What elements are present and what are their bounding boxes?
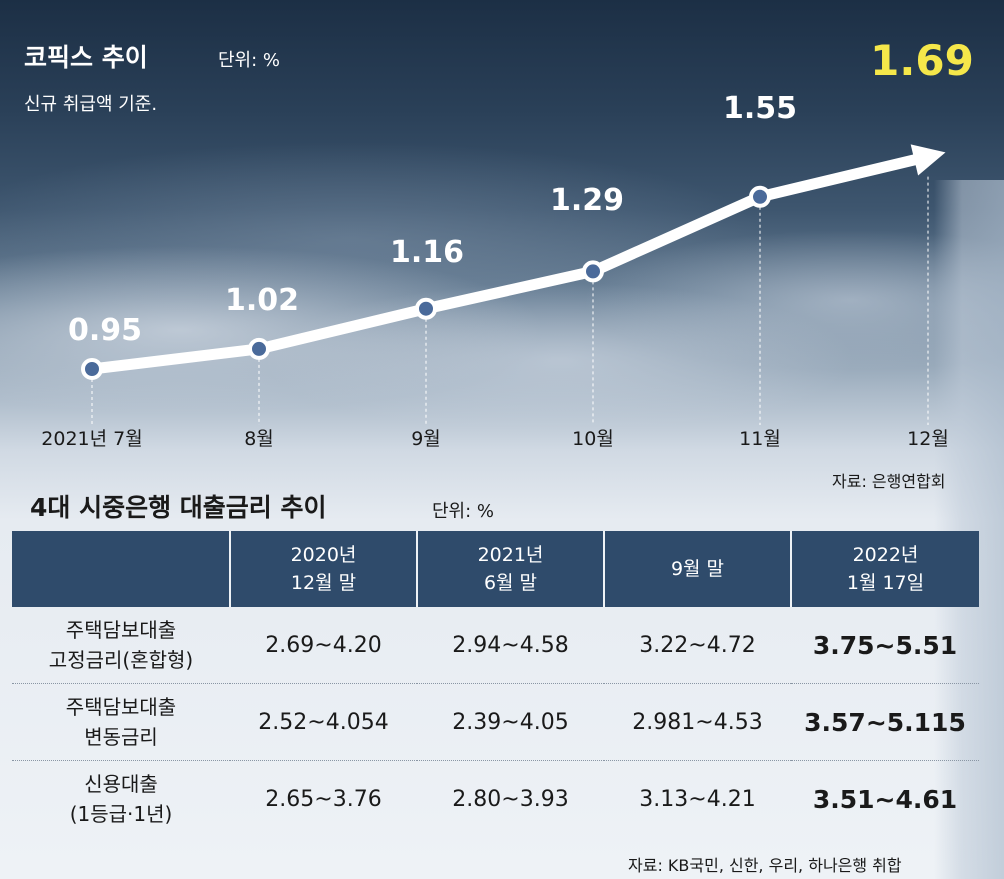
chart-source: 자료: 은행연합회 [832,472,946,491]
chart-unit: 단위: % [218,50,281,71]
header-line2: 12월 말 [290,572,357,594]
table-cell: 2.65~3.76 [265,786,382,812]
row-header: 주택담보대출 변동금리 [12,683,230,761]
x-tick-label: 9월 [411,428,441,450]
header-cell: 2022년 1월 17일 [791,531,979,607]
header-cell: 2020년 12월 말 [230,531,418,607]
kofix-line-chart: 0.95 1.02 1.16 1.29 1.55 1.69 2021년 7월 8월 9월 10월… [41,36,974,450]
row-name-line2: (1등급·1년) [69,802,173,826]
table-cell-latest: 3.51~4.61 [812,784,958,814]
value-label: 0.95 [68,313,142,348]
x-tick-label: 8월 [244,428,274,450]
header-line1: 2020년 [290,544,357,566]
table-unit: 단위: % [432,501,495,522]
data-point [749,185,771,208]
row-name-line1: 신용대출 [84,772,158,796]
row-header: 신용대출 (1등급·1년) [12,761,230,838]
value-label: 1.69 [870,36,974,85]
value-label: 1.55 [723,91,797,126]
x-tick-label: 12월 [907,428,949,450]
data-point [582,260,604,283]
table-row: 주택담보대출 고정금리(혼합형) 2.69~4.20 2.94~4.58 3.2… [12,607,979,684]
table-cell-latest: 3.57~5.115 [791,683,979,761]
row-name-line2: 고정금리(혼합형) [48,648,194,672]
data-point [81,358,103,380]
x-tick-label: 11월 [739,428,781,450]
row-name-line2: 변동금리 [84,725,158,749]
chart-subtitle: 신규 취급액 기준. [24,94,158,115]
table-cell: 3.22~4.72 [604,607,791,684]
loan-rate-table: 2020년 12월 말 2021년 6월 말 9월 말 2022년 1월 17일… [12,531,979,837]
header-line2: 1월 17일 [846,572,925,594]
header-line1: 2021년 [477,544,544,566]
table-row: 주택담보대출 변동금리 2.52~4.054 2.39~4.05 2.981~4… [12,683,979,761]
x-tick-label: 10월 [572,428,614,450]
header-line1: 9월 말 [670,558,725,580]
building-background [934,180,1004,879]
table-cell: 3.13~4.21 [639,786,756,812]
chart-title: 코픽스 추이 [24,43,148,72]
table-row: 신용대출 (1등급·1년) 2.65~3.76 2.80~3.93 3.13~4… [12,761,979,838]
row-header: 주택담보대출 고정금리(혼합형) [12,607,230,684]
header-cell-empty [12,531,231,607]
table-cell: 2.69~4.20 [230,607,417,684]
header-cell: 2021년 6월 말 [417,531,605,607]
series-line [86,154,920,375]
table-source: 자료: KB국민, 신한, 우리, 하나은행 취합 [628,856,902,875]
row-name-line1: 주택담보대출 [65,695,177,719]
value-label: 1.29 [550,183,624,218]
table-cell: 2.981~4.53 [604,683,791,761]
value-label: 1.02 [225,283,299,318]
table-cell: 2.52~4.054 [230,683,417,761]
arrow-head [910,144,946,176]
table-title: 4대 시중은행 대출금리 추이 [30,493,327,522]
data-point [248,337,270,360]
table-cell: 2.39~4.05 [417,683,604,761]
row-name-line1: 주택담보대출 [65,618,177,642]
table-cell: 2.80~3.93 [452,786,569,812]
header-line2: 6월 말 [483,572,538,594]
table-header-row: 2020년 12월 말 2021년 6월 말 9월 말 2022년 1월 17일 [12,531,979,607]
x-tick-label: 2021년 7월 [41,428,142,450]
data-point [415,297,437,320]
table-cell: 2.94~4.58 [417,607,604,684]
table-cell-latest: 3.75~5.51 [791,607,979,684]
header-line1: 2022년 [852,544,919,566]
header-cell: 9월 말 [604,531,792,607]
value-label: 1.16 [390,235,464,270]
